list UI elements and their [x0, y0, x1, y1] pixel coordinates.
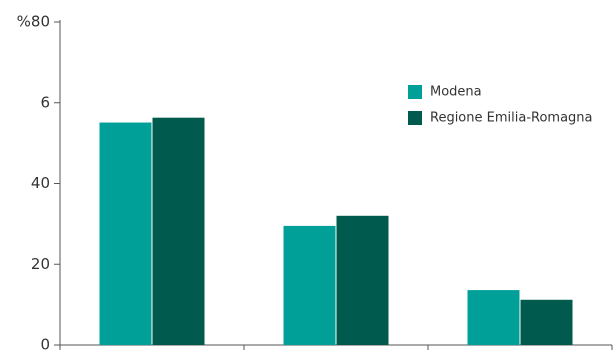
y-tick-label: 6	[40, 93, 50, 111]
bar	[283, 225, 336, 345]
y-tick-label: 0	[40, 336, 50, 352]
legend-label: Regione Emilia-Romagna	[430, 111, 593, 126]
bar	[520, 299, 573, 345]
bar	[336, 215, 389, 345]
bar	[152, 117, 205, 345]
legend-label: Modena	[430, 85, 482, 100]
legend-swatch	[408, 85, 422, 99]
bar	[99, 122, 152, 345]
legend-swatch	[408, 111, 422, 125]
y-tick-label: 20	[31, 255, 50, 273]
y-tick-label: %80	[17, 13, 50, 31]
bar	[467, 290, 520, 345]
y-tick-label: 40	[31, 174, 50, 192]
